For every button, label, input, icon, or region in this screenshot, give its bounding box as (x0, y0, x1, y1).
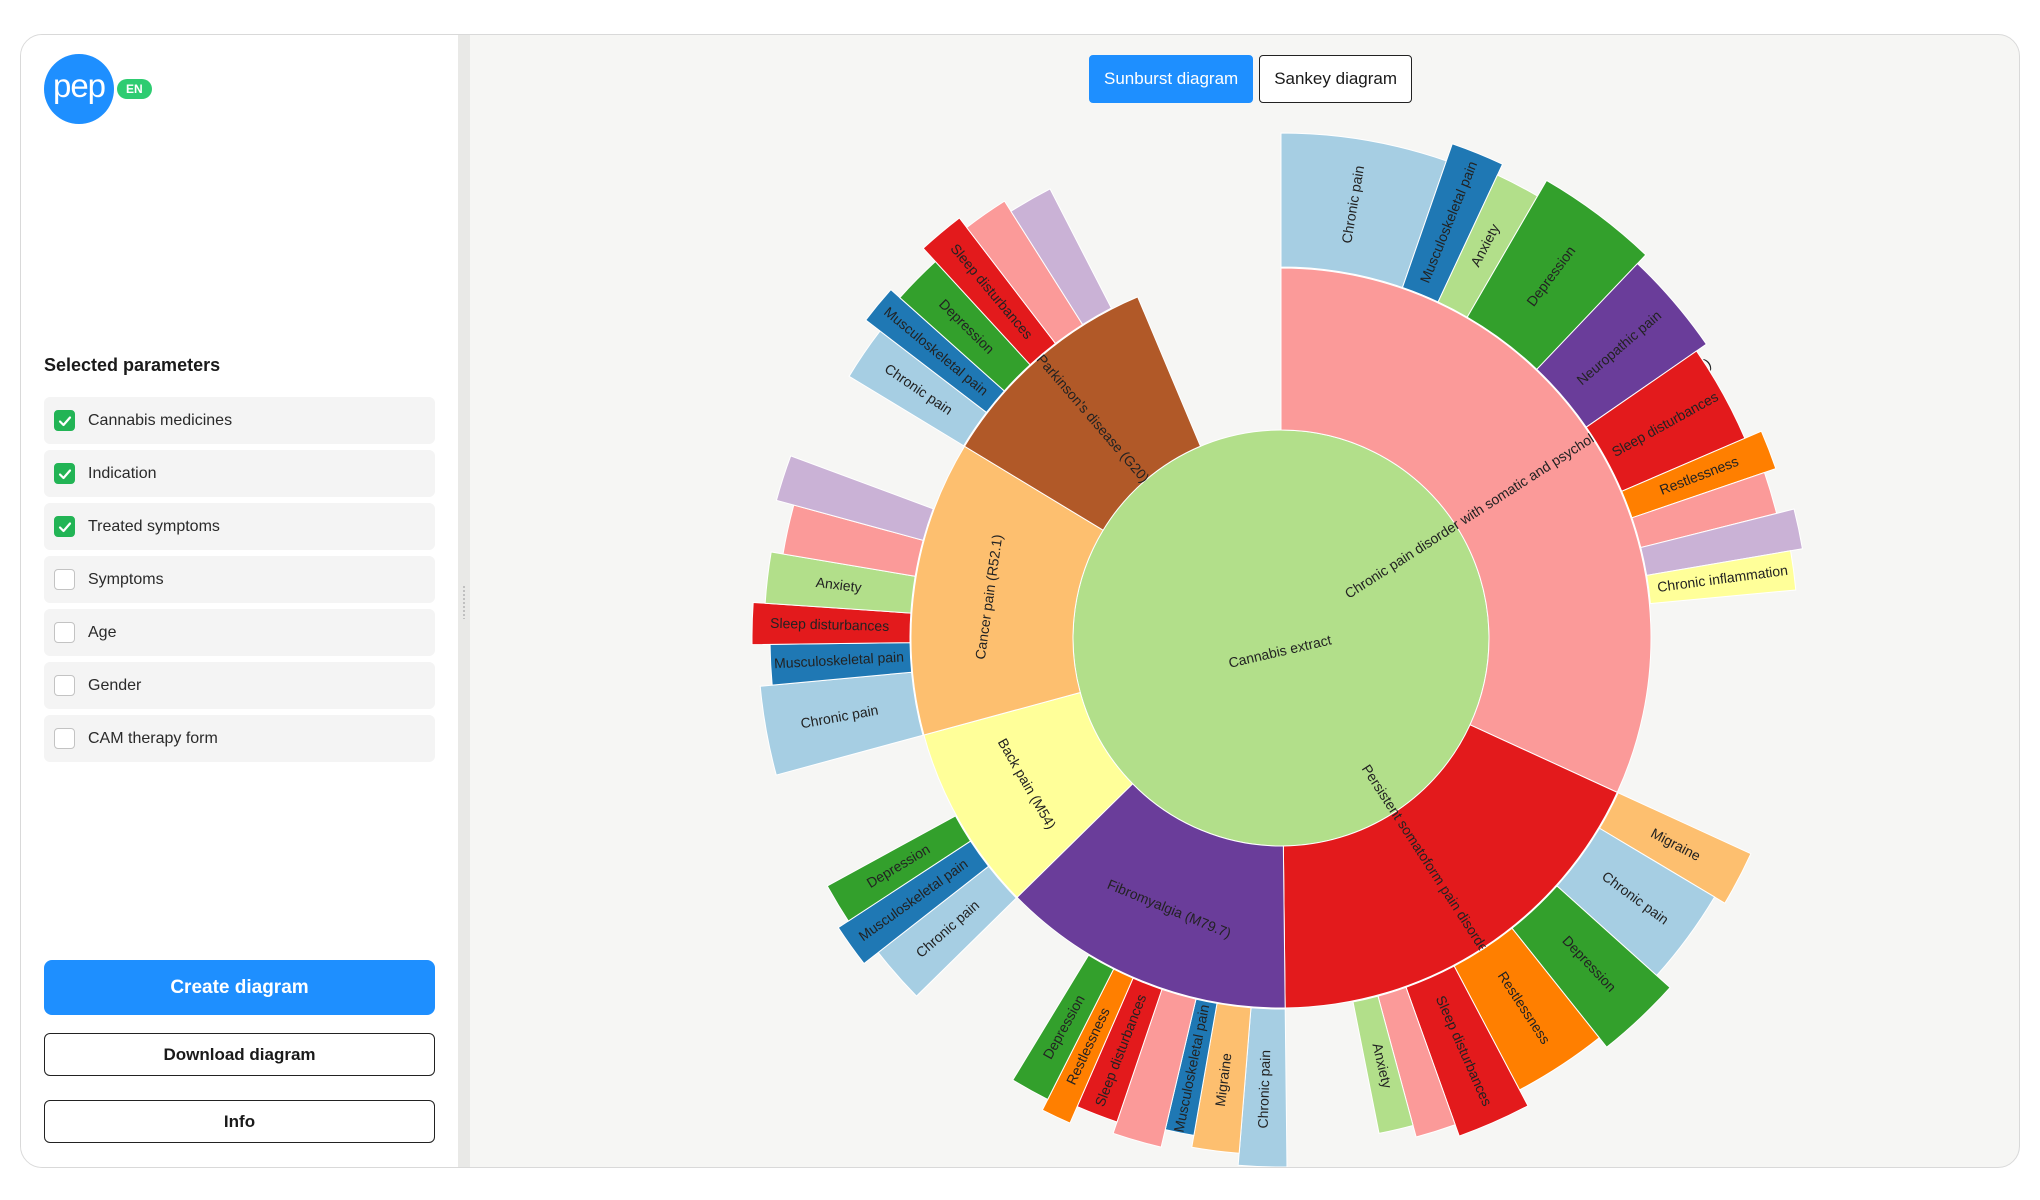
indication-segment-fibromyalgia-m79-7[interactable] (1016, 783, 1286, 1009)
grip-dots-icon (462, 585, 466, 619)
symptom-segment-unlabeled[interactable] (775, 455, 934, 541)
param-label: Treated symptoms (88, 517, 220, 535)
param-label: Age (88, 623, 117, 641)
symptom-label: Chronic pain (1255, 1050, 1274, 1129)
checkbox[interactable] (54, 410, 75, 431)
panel-resize-handle[interactable] (458, 35, 470, 1167)
symptom-label: Migraine (1212, 1052, 1235, 1107)
checkbox[interactable] (54, 622, 75, 643)
param-cam-therapy-form[interactable]: CAM therapy form (44, 715, 435, 762)
download-diagram-button[interactable]: Download diagram (44, 1033, 435, 1076)
info-button[interactable]: Info (44, 1100, 435, 1143)
param-label: Symptoms (88, 570, 164, 588)
language-badge[interactable]: EN (117, 79, 152, 99)
tab-sankey-diagram[interactable]: Sankey diagram (1259, 55, 1413, 103)
symptom-label: Anxiety (815, 574, 862, 595)
symptom-segment-depression[interactable] (1012, 954, 1115, 1101)
checkbox[interactable] (54, 675, 75, 696)
param-label: CAM therapy form (88, 729, 218, 747)
diagram-type-tabs: Sunburst diagram Sankey diagram (1089, 55, 1413, 103)
tab-sunburst-diagram[interactable]: Sunburst diagram (1089, 55, 1254, 103)
param-gender[interactable]: Gender (44, 662, 435, 709)
checkbox[interactable] (54, 569, 75, 590)
param-age[interactable]: Age (44, 609, 435, 656)
param-treated-symptoms[interactable]: Treated symptoms (44, 503, 435, 550)
sidebar: pep EN Selected parameters Cannabis medi… (21, 35, 458, 1167)
app-window: pep EN Selected parameters Cannabis medi… (20, 34, 2020, 1168)
sunburst-chart-area: Cannabis extract Chronic pain disorder wi… (470, 35, 2019, 1167)
symptom-segment-chronic-inflammation[interactable] (1646, 550, 1797, 605)
param-label: Indication (88, 464, 157, 482)
param-symptoms[interactable]: Symptoms (44, 556, 435, 603)
checkbox[interactable] (54, 516, 75, 537)
selected-parameters-title: Selected parameters (44, 355, 221, 375)
create-diagram-button[interactable]: Create diagram (44, 960, 435, 1015)
param-cannabis-medicines[interactable]: Cannabis medicines (44, 397, 435, 444)
logo-text: pep (52, 67, 106, 104)
checkbox[interactable] (54, 463, 75, 484)
indication-segment-parkinson-s-disease-g20[interactable] (963, 296, 1202, 531)
symptom-segment-unlabeled[interactable] (1010, 188, 1112, 326)
symptom-label: Musculoskeletal pain (774, 649, 905, 672)
check-icon (58, 468, 71, 479)
check-icon (58, 415, 71, 426)
check-icon (58, 521, 71, 532)
param-indication[interactable]: Indication (44, 450, 435, 497)
symptom-segment-anxiety[interactable] (1352, 995, 1414, 1134)
indication-segment-chronic-pain-disorder-with-somatic-and-psychological-factors-f45-41[interactable] (1280, 267, 1652, 794)
param-label: Gender (88, 676, 142, 694)
parameter-list: Cannabis medicines Indication Treated sy… (44, 397, 435, 768)
param-label: Cannabis medicines (88, 411, 233, 429)
sunburst-root-segment[interactable] (1072, 429, 1490, 847)
pep-logo[interactable]: pep (44, 54, 114, 124)
checkbox[interactable] (54, 728, 75, 749)
symptom-segment-depression[interactable] (826, 815, 972, 922)
symptom-label: Sleep disturbances (770, 615, 889, 634)
indication-segment-persistent-somatoform-pain-disorder-f45-40[interactable] (1282, 724, 1618, 1009)
